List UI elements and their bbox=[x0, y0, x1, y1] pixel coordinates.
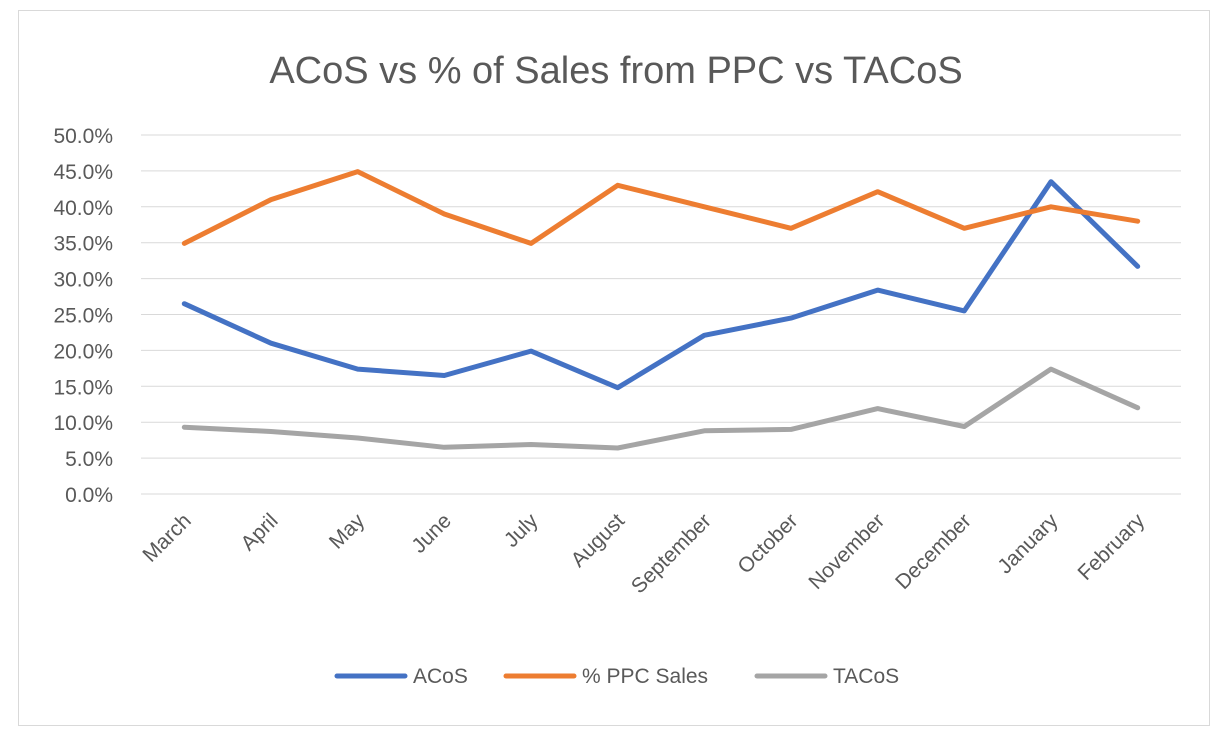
x-tick-label: November bbox=[804, 509, 889, 594]
x-tick-label: December bbox=[891, 509, 976, 594]
line-chart: ACoS vs % of Sales from PPC vs TACoS 0.0… bbox=[53, 50, 1181, 688]
series-line-tacos bbox=[181, 366, 1141, 451]
x-tick-label: February bbox=[1074, 509, 1150, 585]
gridlines bbox=[141, 134, 1181, 495]
y-tick-label: 45.0% bbox=[53, 161, 113, 184]
series-lines bbox=[181, 169, 1141, 451]
legend-label: % PPC Sales bbox=[582, 665, 708, 688]
chart-frame: ACoS vs % of Sales from PPC vs TACoS 0.0… bbox=[18, 10, 1210, 726]
series-line-ppc-sales bbox=[181, 169, 1141, 246]
y-tick-label: 0.0% bbox=[65, 484, 113, 507]
y-tick-label: 35.0% bbox=[53, 233, 113, 256]
y-tick-label: 40.0% bbox=[53, 197, 113, 220]
legend: ACoS % PPC Sales TACoS bbox=[334, 665, 899, 688]
x-tick-label: January bbox=[993, 509, 1062, 578]
x-tick-label: June bbox=[407, 509, 455, 557]
x-tick-label: August bbox=[567, 509, 630, 572]
x-tick-label: May bbox=[325, 509, 370, 554]
x-tick-label: October bbox=[733, 509, 802, 578]
y-tick-label: 50.0% bbox=[53, 125, 113, 148]
x-tick-label: July bbox=[500, 509, 543, 552]
chart-title: ACoS vs % of Sales from PPC vs TACoS bbox=[269, 50, 962, 92]
legend-label: TACoS bbox=[833, 665, 899, 688]
x-tick-label: September bbox=[627, 509, 716, 598]
y-tick-label: 10.0% bbox=[53, 412, 113, 435]
series-line-acos bbox=[181, 179, 1141, 391]
x-tick-label: March bbox=[138, 509, 196, 567]
y-axis-tick-labels: 0.0% 5.0% 10.0% 15.0% 20.0% 25.0% 30.0% 35.0% 40… bbox=[53, 125, 113, 507]
y-tick-label: 30.0% bbox=[53, 269, 113, 292]
y-tick-label: 20.0% bbox=[53, 340, 113, 363]
x-tick-label: April bbox=[237, 509, 283, 555]
y-tick-label: 5.0% bbox=[65, 448, 113, 471]
y-tick-label: 15.0% bbox=[53, 376, 113, 399]
y-tick-label: 25.0% bbox=[53, 305, 113, 328]
legend-label: ACoS bbox=[413, 665, 468, 688]
